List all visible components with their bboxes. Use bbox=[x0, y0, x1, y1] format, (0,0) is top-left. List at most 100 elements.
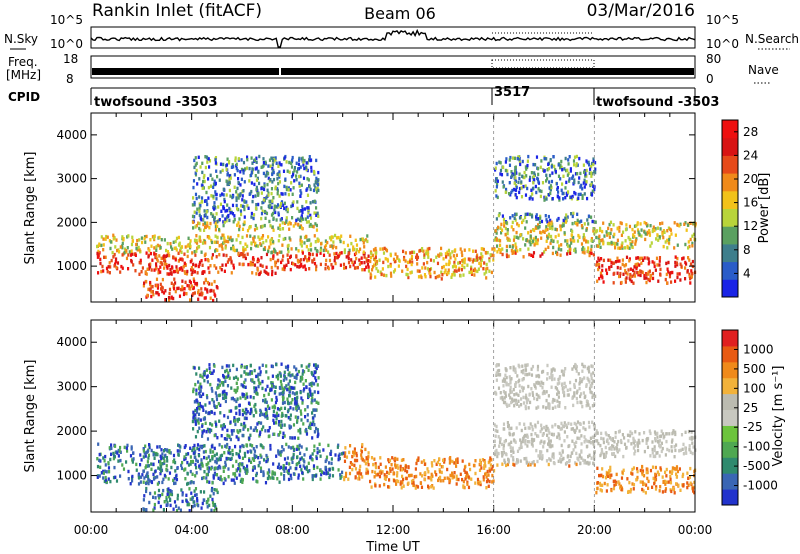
heatmap-cell bbox=[135, 462, 138, 467]
heatmap-cell bbox=[278, 180, 282, 184]
heatmap-cell bbox=[198, 448, 201, 452]
heatmap-cell bbox=[457, 477, 460, 482]
heatmap-cell bbox=[451, 471, 454, 475]
heatmap-cell bbox=[592, 461, 595, 465]
heatmap-cell bbox=[414, 467, 417, 471]
heatmap-cell bbox=[684, 266, 687, 270]
heatmap-cell bbox=[233, 173, 236, 177]
heatmap-cell bbox=[281, 411, 284, 416]
heatmap-cell bbox=[633, 230, 636, 234]
heatmap-cell bbox=[203, 429, 206, 433]
heatmap-cell bbox=[592, 442, 595, 446]
heatmap-cell bbox=[665, 467, 668, 472]
heatmap-cell bbox=[319, 262, 322, 267]
heatmap-cell bbox=[387, 458, 390, 462]
heatmap-cell bbox=[196, 429, 199, 434]
heatmap-cell bbox=[193, 200, 196, 205]
heatmap-cell bbox=[237, 207, 240, 212]
heatmap-cell bbox=[244, 454, 247, 458]
heatmap-cell bbox=[647, 270, 650, 274]
heatmap-cell bbox=[473, 267, 477, 271]
heatmap-cell bbox=[266, 416, 269, 420]
heatmap-cell bbox=[125, 460, 128, 464]
heatmap-cell bbox=[580, 456, 583, 460]
heatmap-cell bbox=[411, 250, 414, 254]
heatmap-cell bbox=[189, 239, 192, 243]
heatmap-cell bbox=[313, 430, 316, 434]
heatmap-cell bbox=[287, 373, 290, 377]
heatmap-cell bbox=[539, 450, 542, 454]
heatmap-cell bbox=[664, 487, 668, 491]
heatmap-cell bbox=[651, 440, 654, 444]
heatmap-cell bbox=[287, 222, 290, 226]
heatmap-cell bbox=[177, 506, 180, 510]
heatmap-cell bbox=[290, 181, 293, 185]
heatmap-cell bbox=[278, 250, 281, 254]
heatmap-cell bbox=[606, 438, 609, 442]
heatmap-cell bbox=[248, 225, 252, 229]
heatmap-cell bbox=[153, 234, 156, 238]
heatmap-cell bbox=[516, 157, 519, 161]
heatmap-cell bbox=[195, 249, 198, 253]
heatmap-cell bbox=[273, 249, 276, 253]
heatmap-cell bbox=[360, 256, 363, 260]
heatmap-cell bbox=[644, 237, 647, 242]
heatmap-cell bbox=[192, 185, 195, 190]
heatmap-cell bbox=[209, 221, 212, 226]
heatmap-cell bbox=[355, 243, 359, 247]
heatmap-cell bbox=[592, 454, 596, 458]
heatmap-cell bbox=[291, 373, 294, 377]
heatmap-cell bbox=[374, 255, 377, 259]
heatmap-cell bbox=[498, 440, 502, 445]
heatmap-cell bbox=[277, 258, 280, 263]
heatmap-cell bbox=[216, 383, 220, 387]
heatmap-cell bbox=[265, 271, 269, 275]
heatmap-cell bbox=[529, 234, 532, 238]
heatmap-cell bbox=[267, 392, 270, 396]
heatmap-cell bbox=[518, 216, 522, 220]
heatmap-cell bbox=[454, 461, 457, 465]
heatmap-cell bbox=[688, 444, 691, 448]
heatmap-cell bbox=[397, 258, 401, 262]
heatmap-cell bbox=[248, 179, 251, 183]
heatmap-cell bbox=[328, 473, 332, 477]
heatmap-cell bbox=[593, 423, 596, 428]
heatmap-cell bbox=[222, 396, 225, 400]
heatmap-cell bbox=[180, 463, 183, 468]
heatmap-cell bbox=[288, 371, 291, 375]
heatmap-cell bbox=[258, 366, 261, 370]
heatmap-cell bbox=[217, 270, 220, 274]
heatmap-cell bbox=[178, 444, 181, 448]
heatmap-cell bbox=[192, 412, 195, 416]
heatmap-cell bbox=[515, 188, 518, 192]
heatmap-cell bbox=[574, 428, 577, 433]
heatmap-cell bbox=[684, 221, 687, 225]
heatmap-cell bbox=[546, 227, 549, 232]
heatmap-cell bbox=[289, 436, 292, 440]
heatmap-cell bbox=[270, 156, 273, 160]
heatmap-cell bbox=[102, 469, 105, 474]
heatmap-cell bbox=[98, 474, 101, 478]
heatmap-cell bbox=[224, 244, 227, 248]
heatmap-cell bbox=[169, 489, 172, 493]
heatmap-cell bbox=[574, 247, 577, 251]
heatmap-cell bbox=[316, 183, 319, 187]
heatmap-cell bbox=[279, 430, 282, 435]
heatmap-cell bbox=[274, 158, 277, 162]
heatmap-cell bbox=[540, 439, 543, 443]
heatmap-cell bbox=[293, 365, 296, 369]
heatmap-cell bbox=[605, 489, 608, 493]
heatmap-cell bbox=[462, 485, 465, 489]
heatmap-cell bbox=[600, 257, 603, 261]
heatmap-cell bbox=[129, 253, 133, 257]
heatmap-cell bbox=[238, 412, 241, 416]
heatmap-cell bbox=[243, 205, 246, 209]
heatmap-cell bbox=[507, 458, 510, 462]
heatmap-cell bbox=[260, 421, 263, 425]
heatmap-cell bbox=[552, 433, 555, 437]
heatmap-cell bbox=[598, 239, 601, 244]
heatmap-cell bbox=[201, 434, 204, 438]
heatmap-cell bbox=[227, 213, 230, 218]
heatmap-cell bbox=[544, 228, 547, 232]
heatmap-cell bbox=[287, 249, 290, 254]
